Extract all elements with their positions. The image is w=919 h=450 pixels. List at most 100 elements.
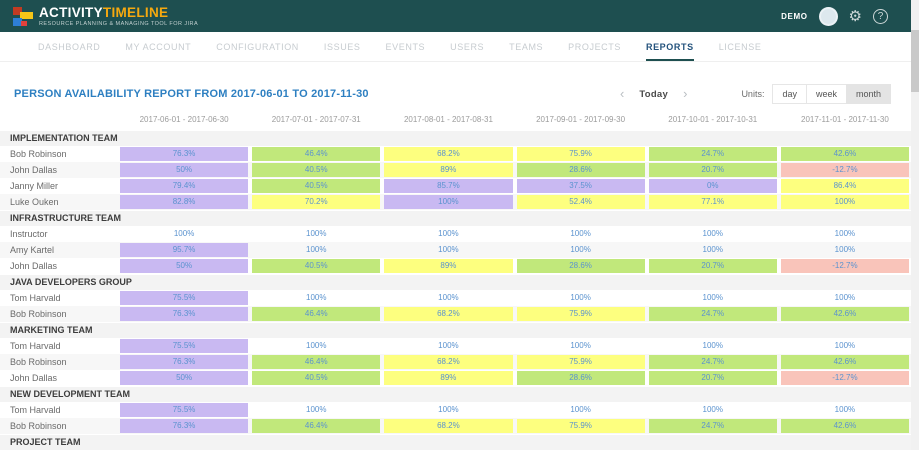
nav-item-events[interactable]: EVENTS [386,42,426,61]
availability-value: 100% [649,243,777,257]
availability-value: 95.7% [120,243,248,257]
availability-value: 50% [120,163,248,177]
availability-value: 76.3% [120,307,248,321]
availability-cell: 100% [647,226,779,242]
person-name: Bob Robinson [0,354,118,370]
nav-item-reports[interactable]: REPORTS [646,42,694,61]
nav-item-issues[interactable]: ISSUES [324,42,361,61]
gear-icon[interactable]: ⚙ [849,9,862,24]
units-switcher: dayweekmonth [773,84,891,104]
availability-table: 2017-06-01 - 2017-06-302017-07-01 - 2017… [0,110,911,450]
availability-value: 100% [517,403,645,417]
scrollbar-track[interactable] [911,0,919,450]
availability-value: 68.2% [384,307,512,321]
availability-value: 76.3% [120,419,248,433]
availability-value: 82.8% [120,195,248,209]
availability-value: 28.6% [517,259,645,273]
table-row: Amy Kartel95.7%100%100%100%100%100% [0,242,911,258]
table-row: John Dallas50%40.5%89%28.6%20.7%-12.7% [0,370,911,386]
table-row: Tom Harvald75.5%100%100%100%100%100% [0,338,911,354]
availability-cell: 82.8% [118,194,250,210]
availability-cell: 100% [779,290,911,306]
availability-value: 100% [384,227,512,241]
availability-value: 68.2% [384,419,512,433]
table-row: Janny Miller79.4%40.5%85.7%37.5%0%86.4% [0,178,911,194]
availability-value: 100% [120,227,248,241]
availability-value: 40.5% [252,163,380,177]
nav-item-projects[interactable]: PROJECTS [568,42,621,61]
availability-value: 75.5% [120,291,248,305]
availability-value: 100% [252,339,380,353]
nav-item-users[interactable]: USERS [450,42,484,61]
availability-cell: 76.3% [118,418,250,434]
availability-cell: 20.7% [647,370,779,386]
unit-button-month[interactable]: month [846,84,891,104]
availability-cell: 100% [250,290,382,306]
availability-value: 42.6% [781,419,909,433]
availability-cell: 100% [779,242,911,258]
header-corner-cell [0,110,118,130]
availability-cell: 40.5% [250,162,382,178]
availability-value: 28.6% [517,163,645,177]
person-name: Amy Kartel [0,242,118,258]
user-name-label: DEMO [781,12,807,21]
nav-item-configuration[interactable]: CONFIGURATION [216,42,299,61]
unit-button-day[interactable]: day [772,84,807,104]
availability-value: 46.4% [252,419,380,433]
today-button[interactable]: Today [639,89,668,100]
app-logo[interactable]: ACTIVITYTIMELINE RESOURCE PLANNING & MAN… [13,6,198,27]
availability-value: 28.6% [517,371,645,385]
availability-value: 68.2% [384,355,512,369]
availability-cell: 100% [250,226,382,242]
nav-item-license[interactable]: LICENSE [719,42,762,61]
availability-value: 75.9% [517,355,645,369]
availability-value: 100% [649,227,777,241]
availability-value: 100% [781,243,909,257]
availability-cell: 28.6% [515,162,647,178]
table-row: Tom Harvald75.5%100%100%100%100%100% [0,290,911,306]
availability-value: 100% [517,243,645,257]
availability-cell: 100% [515,290,647,306]
team-group-row-infrastructure-team: INFRASTRUCTURE TEAM [0,210,911,226]
nav-item-teams[interactable]: TEAMS [509,42,543,61]
availability-cell: 100% [647,242,779,258]
availability-cell: 50% [118,370,250,386]
scrollbar-thumb[interactable] [911,30,919,92]
availability-cell: 89% [382,162,514,178]
person-name: Tom Harvald [0,402,118,418]
availability-value: 85.7% [384,179,512,193]
availability-value: 20.7% [649,371,777,385]
availability-cell: 79.4% [118,178,250,194]
nav-item-my-account[interactable]: MY ACCOUNT [125,42,191,61]
next-period-icon[interactable]: › [681,89,689,99]
nav-item-dashboard[interactable]: DASHBOARD [38,42,100,61]
availability-value: 75.9% [517,419,645,433]
availability-value: 100% [384,339,512,353]
availability-cell: 68.2% [382,418,514,434]
availability-cell: 100% [647,402,779,418]
navbar: DASHBOARD MY ACCOUNT CONFIGURATION ISSUES EV… [0,32,919,62]
availability-cell: 76.3% [118,146,250,162]
team-group-row-java-developers-group: JAVA DEVELOPERS GROUP [0,274,911,290]
availability-cell: 20.7% [647,162,779,178]
availability-cell: 100% [382,194,514,210]
brand-name: ACTIVITYTIMELINE [39,6,198,19]
availability-value: 100% [252,291,380,305]
availability-cell: 75.5% [118,290,250,306]
prev-period-icon[interactable]: ‹ [618,89,626,99]
help-icon[interactable]: ? [873,9,888,24]
availability-cell: 100% [250,402,382,418]
availability-value: 75.5% [120,339,248,353]
availability-value: 100% [384,243,512,257]
availability-cell: 100% [779,338,911,354]
availability-cell: 76.3% [118,354,250,370]
availability-cell: 40.5% [250,258,382,274]
avatar[interactable] [819,7,838,26]
unit-button-week[interactable]: week [806,84,847,104]
availability-cell: 75.5% [118,338,250,354]
availability-value: 46.4% [252,307,380,321]
person-name: Tom Harvald [0,290,118,306]
column-header: 2017-10-01 - 2017-10-31 [647,110,779,130]
availability-cell: 24.7% [647,306,779,322]
availability-cell: 50% [118,258,250,274]
